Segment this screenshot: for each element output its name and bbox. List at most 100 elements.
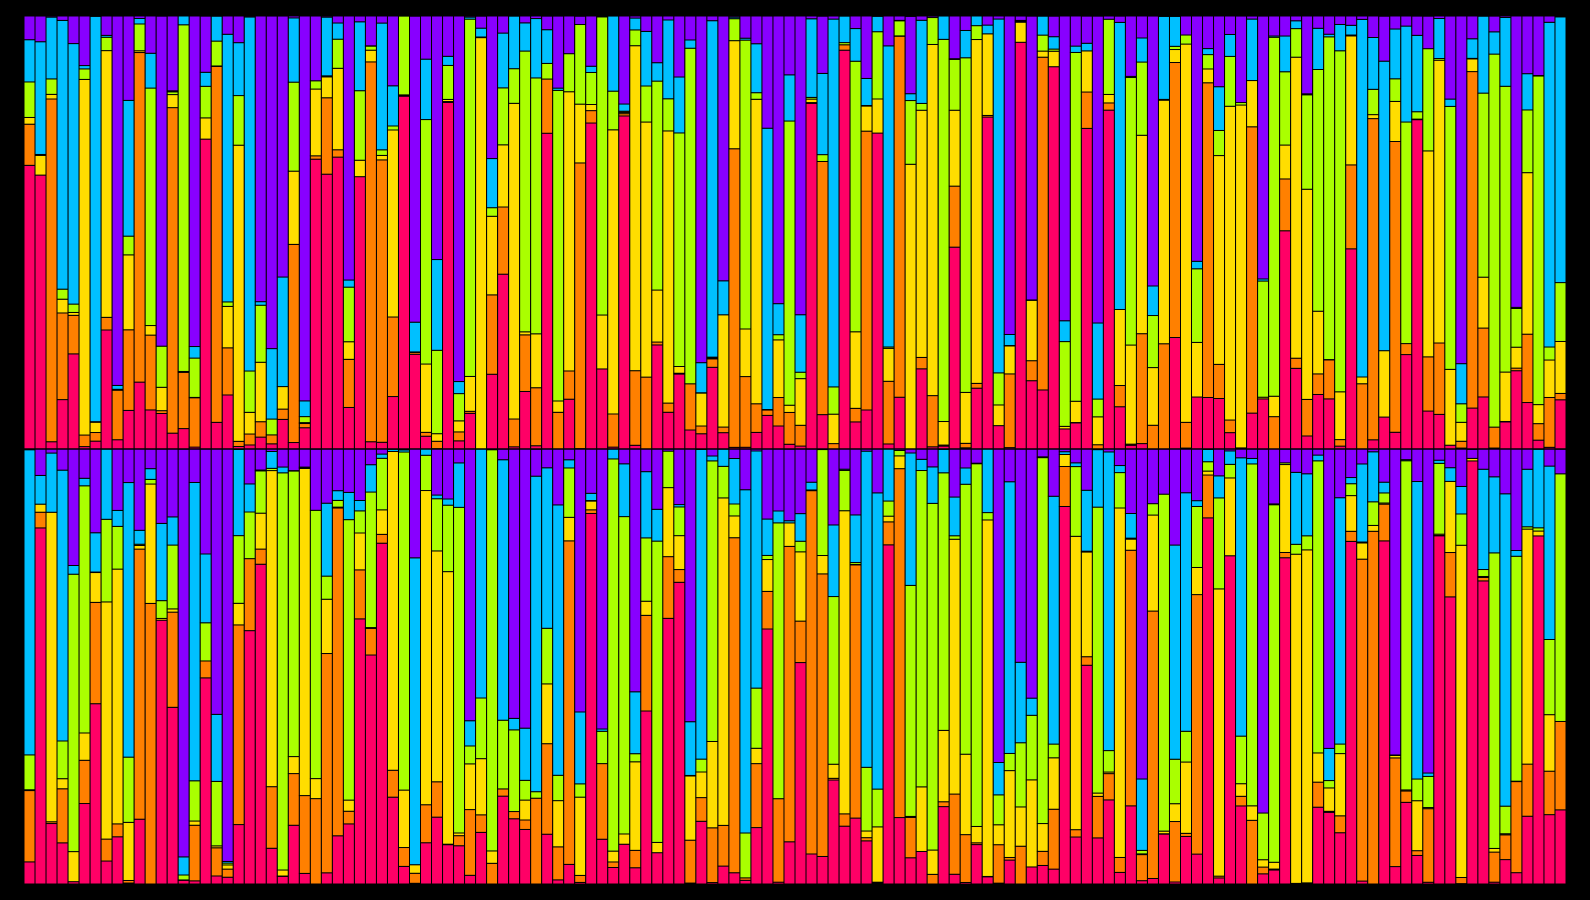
bar-segment-p2-b71-k6 <box>794 448 807 515</box>
bar-segment-p1-b128-k3 <box>1422 150 1435 358</box>
bar-segment-p1-b108-k1 <box>1202 396 1215 450</box>
bar-segment-p2-b42-k5 <box>475 448 488 699</box>
bar-segment-p2-b113-k4 <box>1257 812 1270 861</box>
bar-segment-p1-b109-k4 <box>1213 129 1226 157</box>
bar-segment-p1-b128-k2 <box>1422 356 1435 412</box>
bar-segment-p1-b127-k1 <box>1411 119 1424 450</box>
bar-segment-p2-b36-k6 <box>409 448 422 559</box>
bar-segment-p1-b83-k2 <box>926 395 939 448</box>
bar-segment-p1-b29-k5 <box>331 22 344 40</box>
bar-segment-p1-b119-k1 <box>1323 398 1336 450</box>
bar-segment-p1-b133-k2 <box>1477 327 1490 398</box>
bar-segment-p2-b89-k5 <box>992 762 1005 796</box>
bar-segment-p1-b12-k4 <box>144 87 157 327</box>
bar-segment-p2-b87-k6 <box>970 448 983 464</box>
bar-segment-p2-b68-k1 <box>761 628 774 885</box>
bar-segment-p1-b115-k5 <box>1279 35 1292 73</box>
bar-segment-p2-b127-k6 <box>1411 448 1424 483</box>
bar-segment-p1-b49-k3 <box>552 400 565 413</box>
bar-segment-p1-b98-k6 <box>1091 15 1104 324</box>
bar-segment-p2-b131-k5 <box>1455 485 1468 515</box>
bar-segment-p1-b128-k1 <box>1422 410 1435 450</box>
bar-segment-p2-b76-k2 <box>849 564 862 819</box>
bar-segment-p1-b108-k3 <box>1202 68 1215 84</box>
bar-segment-p2-b96-k1 <box>1069 836 1082 885</box>
bar-segment-p2-b54-k3 <box>607 850 620 863</box>
bar-segment-p2-b25-k3 <box>287 756 300 775</box>
bar-segment-p1-b77-k3 <box>860 105 873 132</box>
bar-segment-p2-b46-k6 <box>519 448 532 729</box>
bar-segment-p2-b58-k6 <box>651 448 664 510</box>
bar-segment-p1-b65-k3 <box>728 40 741 150</box>
bar-segment-p1-b125-k1 <box>1389 431 1402 450</box>
bar-segment-p1-b101-k6 <box>1124 15 1137 77</box>
bar-segment-p2-b92-k1 <box>1025 866 1038 885</box>
bar-segment-p1-b3-k4 <box>45 78 58 95</box>
bar-segment-p1-b52-k5 <box>585 65 598 73</box>
bar-segment-p2-b120-k3 <box>1334 753 1347 817</box>
bar-segment-p1-b114-k6 <box>1268 15 1281 37</box>
bar-segment-p2-b101-k5 <box>1124 512 1137 539</box>
bar-segment-p1-b95-k4 <box>1058 341 1071 427</box>
bar-segment-p2-b89-k3 <box>992 824 1005 846</box>
bar-segment-p2-b34-k2 <box>386 769 399 798</box>
bar-segment-p1-b11-k2 <box>133 52 146 383</box>
bar-segment-p1-b85-k4 <box>948 58 961 111</box>
bar-segment-p1-b13-k4 <box>155 345 168 388</box>
bar-segment-p1-b78-k4 <box>871 31 884 100</box>
bar-segment-p1-b5-k5 <box>67 43 80 305</box>
bar-segment-p2-b79-k1 <box>882 544 895 885</box>
bar-segment-p1-b79-k3 <box>882 347 895 382</box>
bar-segment-p2-b75-k4 <box>838 469 851 512</box>
bar-segment-p1-b60-k1 <box>673 373 686 450</box>
bar-segment-p2-b77-k5 <box>860 450 873 768</box>
bar-segment-p2-b108-k2 <box>1202 474 1215 519</box>
bar-segment-p2-b32-k1 <box>364 654 377 885</box>
bar-segment-p2-b121-k2 <box>1345 530 1358 542</box>
bar-segment-p1-b54-k5 <box>607 15 620 92</box>
bar-segment-p2-b58-k5 <box>651 508 664 542</box>
bar-segment-p2-b45-k4 <box>508 729 521 813</box>
bar-segment-p2-b118-k2 <box>1312 781 1325 808</box>
bar-segment-p2-b71-k1 <box>794 662 807 885</box>
bar-segment-p2-b96-k3 <box>1069 535 1082 831</box>
bar-segment-p2-b70-k6 <box>783 448 796 522</box>
bar-segment-p2-b88-k3 <box>981 519 994 877</box>
bar-segment-p2-b52-k5 <box>585 492 598 502</box>
bar-segment-p1-b74-k2 <box>827 443 840 450</box>
bar-segment-p2-b100-k4 <box>1113 472 1126 509</box>
bar-segment-p1-b135-k5 <box>1499 16 1512 87</box>
bar-segment-p1-b50-k2 <box>563 370 576 400</box>
bar-segment-p1-b138-k3 <box>1532 404 1545 425</box>
bar-segment-p2-b39-k6 <box>442 448 455 500</box>
bar-segment-p1-b70-k3 <box>783 404 796 413</box>
bar-segment-p1-b82-k2 <box>915 356 928 370</box>
bar-segment-p1-b109-k2 <box>1213 363 1226 399</box>
bar-segment-p1-b103-k6 <box>1146 15 1159 287</box>
bar-segment-p1-b38-k2 <box>431 440 444 450</box>
bar-segment-p1-b52-k3 <box>585 104 598 112</box>
bar-segment-p1-b74-k4 <box>827 386 840 415</box>
bar-segment-p2-b40-k6 <box>453 448 466 464</box>
bar-segment-p1-b121-k2 <box>1345 164 1358 250</box>
bar-segment-p1-b49-k2 <box>552 411 565 450</box>
bar-segment-p2-b55-k5 <box>618 463 631 518</box>
bar-segment-p1-b70-k4 <box>783 120 796 406</box>
bar-segment-p2-b66-k5 <box>739 489 752 834</box>
bar-segment-p1-b62-k2 <box>695 425 708 435</box>
bar-segment-p1-b85-k3 <box>948 109 961 187</box>
bar-segment-p2-b11-k6 <box>133 448 146 531</box>
bar-segment-p2-b106-k4 <box>1180 730 1193 763</box>
bar-segment-p2-b124-k6 <box>1378 448 1391 483</box>
bar-segment-p1-b7-k1 <box>89 440 102 450</box>
bar-segment-p2-b95-k2 <box>1058 465 1071 507</box>
bar-segment-p1-b28-k1 <box>320 173 333 450</box>
bar-segment-p1-b125-k6 <box>1389 15 1402 30</box>
bar-segment-p1-b47-k5 <box>530 18 543 79</box>
bar-segment-p1-b120-k4 <box>1334 50 1347 393</box>
bar-segment-p2-b58-k3 <box>651 841 664 854</box>
bar-segment-p2-b39-k3 <box>442 571 455 845</box>
bar-segment-p2-b17-k1 <box>199 677 212 885</box>
bar-segment-p1-b79-k2 <box>882 380 895 445</box>
bar-segment-p2-b130-k6 <box>1444 448 1457 469</box>
